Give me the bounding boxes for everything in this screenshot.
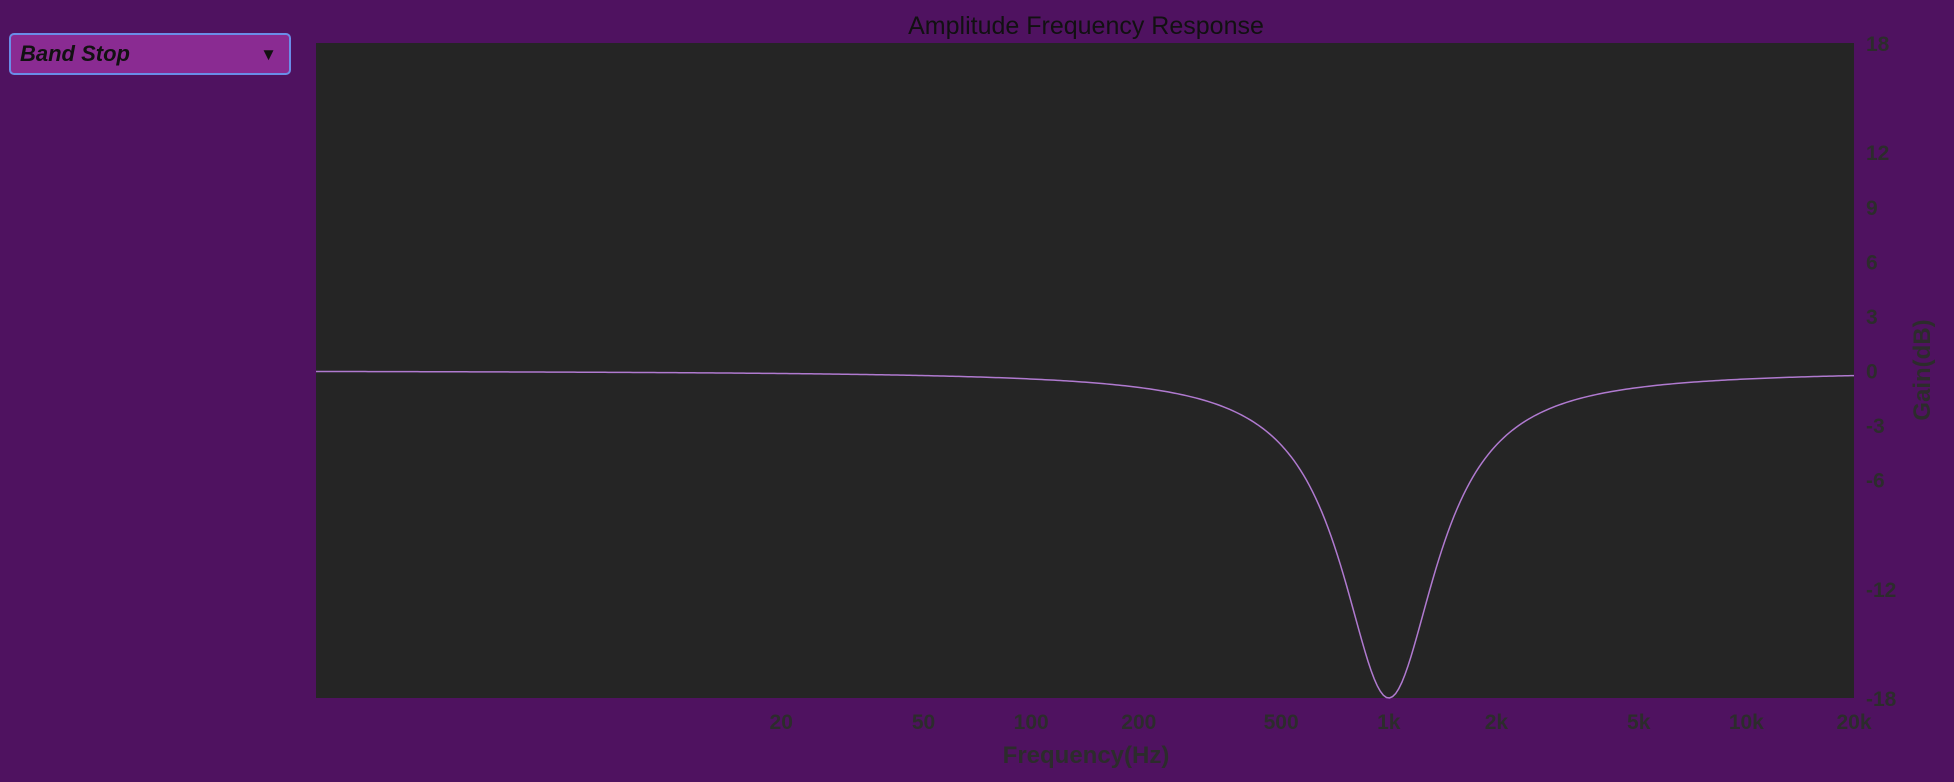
y-tick-label: 12 <box>1866 142 1889 165</box>
y-tick-label: -3 <box>1866 415 1885 438</box>
y-axis-ticks: 18 12 9 6 3 0 -3 -6 -12 -18 <box>1866 33 1897 711</box>
x-tick-label: 200 <box>1121 711 1156 734</box>
y-tick-label: -6 <box>1866 470 1885 493</box>
y-tick-label: -12 <box>1866 579 1896 602</box>
x-tick-label: 100 <box>1014 711 1049 734</box>
y-tick-label: 6 <box>1866 251 1878 274</box>
x-tick-label: 10k <box>1729 711 1764 734</box>
x-axis-ticks: 20 50 100 200 500 1k 2k 5k 10k 20k <box>770 711 1872 734</box>
chart-title: Amplitude Frequency Response <box>908 12 1264 40</box>
x-axis-label: Frequency(Hz) <box>1003 742 1170 769</box>
plot-area <box>316 43 1854 698</box>
x-tick-label: 1k <box>1377 711 1401 734</box>
x-tick-label: 2k <box>1485 711 1509 734</box>
x-tick-label: 20k <box>1836 711 1871 734</box>
x-tick-label: 20 <box>770 711 793 734</box>
y-tick-label: 0 <box>1866 361 1878 384</box>
y-axis-label: Gain(dB) <box>1909 319 1936 420</box>
x-tick-label: 5k <box>1627 711 1651 734</box>
triangle-down-icon[interactable]: ▼ <box>260 44 277 64</box>
filter-type-selected-label: Band Stop <box>20 41 130 66</box>
filter-type-dropdown[interactable]: Band Stop ▼ <box>9 33 291 75</box>
y-tick-label: 9 <box>1866 197 1878 220</box>
y-tick-label: 3 <box>1866 306 1878 329</box>
y-tick-label: 18 <box>1866 33 1890 56</box>
y-tick-label: -18 <box>1866 688 1897 711</box>
x-tick-label: 500 <box>1264 711 1299 734</box>
gain-curve <box>316 370 1855 699</box>
x-tick-label: 50 <box>912 711 935 734</box>
